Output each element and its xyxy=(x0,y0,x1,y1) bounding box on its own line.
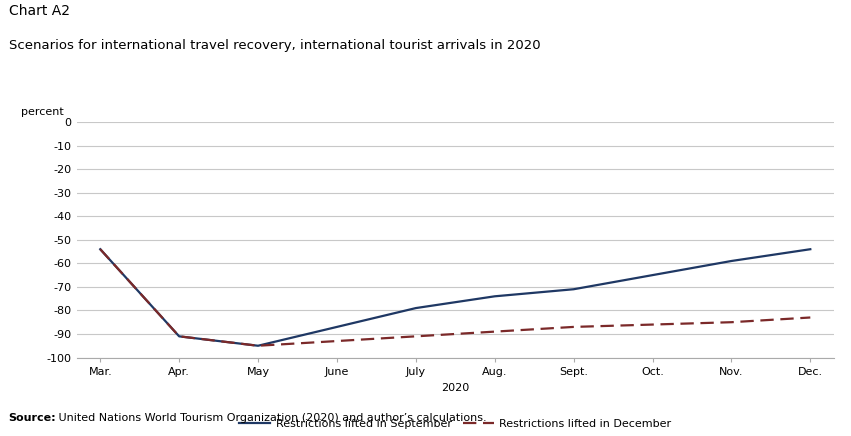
X-axis label: 2020: 2020 xyxy=(441,384,470,394)
Text: Scenarios for international travel recovery, international tourist arrivals in 2: Scenarios for international travel recov… xyxy=(9,39,540,52)
Text: percent: percent xyxy=(21,107,64,117)
Text: Source:: Source: xyxy=(9,413,56,423)
Text: Chart A2: Chart A2 xyxy=(9,4,70,18)
Text: United Nations World Tourism Organization (2020) and author’s calculations.: United Nations World Tourism Organizatio… xyxy=(55,413,487,423)
Legend: Restrictions lifted in September, Restrictions lifted in December: Restrictions lifted in September, Restri… xyxy=(235,415,676,434)
